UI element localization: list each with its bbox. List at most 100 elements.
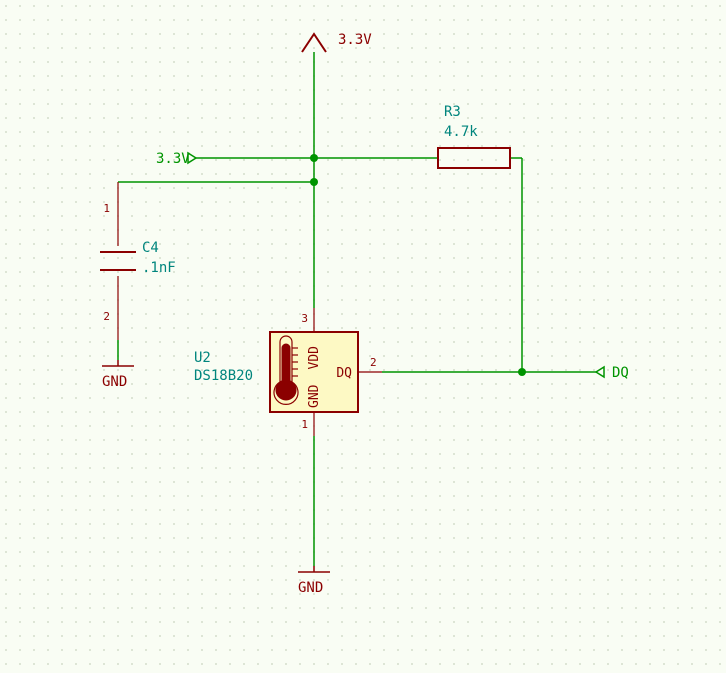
grid-dot <box>383 607 385 609</box>
grid-dot <box>467 299 469 301</box>
grid-dot <box>215 75 217 77</box>
grid-dot <box>187 201 189 203</box>
grid-dot <box>61 103 63 105</box>
grid-dot <box>593 509 595 511</box>
grid-dot <box>243 467 245 469</box>
grid-dot <box>187 229 189 231</box>
grid-dot <box>593 635 595 637</box>
grid-dot <box>425 439 427 441</box>
grid-dot <box>537 481 539 483</box>
grid-dot <box>75 635 77 637</box>
grid-dot <box>565 201 567 203</box>
grid-dot <box>691 607 693 609</box>
grid-dot <box>439 243 441 245</box>
grid-dot <box>691 537 693 539</box>
grid-dot <box>19 243 21 245</box>
grid-dot <box>271 61 273 63</box>
grid-dot <box>453 621 455 623</box>
grid-dot <box>271 537 273 539</box>
grid-dot <box>187 117 189 119</box>
grid-dot <box>257 355 259 357</box>
grid-dot <box>173 75 175 77</box>
grid-dot <box>75 271 77 273</box>
grid-dot <box>509 103 511 105</box>
grid-dot <box>649 411 651 413</box>
grid-dot <box>257 579 259 581</box>
grid-dot <box>663 89 665 91</box>
grid-dot <box>75 509 77 511</box>
grid-dot <box>19 131 21 133</box>
grid-dot <box>271 327 273 329</box>
grid-dot <box>439 117 441 119</box>
grid-dot <box>285 215 287 217</box>
grid-dot <box>691 159 693 161</box>
grid-dot <box>565 145 567 147</box>
grid-dot <box>131 649 133 651</box>
grid-dot <box>481 201 483 203</box>
grid-dot <box>593 495 595 497</box>
grid-dot <box>495 453 497 455</box>
grid-dot <box>607 117 609 119</box>
grid-dot <box>117 369 119 371</box>
grid-dot <box>5 187 7 189</box>
grid-dot <box>663 593 665 595</box>
grid-dot <box>383 341 385 343</box>
grid-dot <box>271 215 273 217</box>
grid-dot <box>523 397 525 399</box>
grid-dot <box>131 257 133 259</box>
grid-dot <box>103 285 105 287</box>
grid-dot <box>47 411 49 413</box>
grid-dot <box>579 537 581 539</box>
grid-dot <box>327 551 329 553</box>
grid-dot <box>607 187 609 189</box>
grid-dot <box>327 103 329 105</box>
grid-dot <box>271 271 273 273</box>
grid-dot <box>201 33 203 35</box>
grid-dot <box>663 425 665 427</box>
grid-dot <box>61 663 63 665</box>
grid-dot <box>271 159 273 161</box>
grid-dot <box>677 355 679 357</box>
grid-dot <box>341 5 343 7</box>
grid-dot <box>551 5 553 7</box>
capacitor-ref: C4 <box>142 240 159 256</box>
grid-dot <box>593 103 595 105</box>
grid-dot <box>579 5 581 7</box>
grid-dot <box>425 173 427 175</box>
grid-dot <box>145 383 147 385</box>
grid-dot <box>313 19 315 21</box>
grid-dot <box>453 33 455 35</box>
grid-dot <box>61 159 63 161</box>
grid-dot <box>257 607 259 609</box>
grid-dot <box>369 565 371 567</box>
grid-dot <box>271 243 273 245</box>
grid-dot <box>551 145 553 147</box>
grid-dot <box>719 229 721 231</box>
grid-dot <box>327 187 329 189</box>
grid-dot <box>649 341 651 343</box>
grid-dot <box>341 523 343 525</box>
grid-dot <box>257 89 259 91</box>
grid-dot <box>691 215 693 217</box>
grid-dot <box>47 271 49 273</box>
grid-dot <box>495 89 497 91</box>
grid-dot <box>89 425 91 427</box>
grid-dot <box>257 187 259 189</box>
grid-dot <box>131 61 133 63</box>
grid-dot <box>537 579 539 581</box>
grid-dot <box>61 355 63 357</box>
grid-dot <box>341 257 343 259</box>
grid-dot <box>691 285 693 287</box>
grid-dot <box>341 495 343 497</box>
grid-dot <box>677 159 679 161</box>
grid-dot <box>47 5 49 7</box>
grid-dot <box>369 341 371 343</box>
grid-dot <box>663 215 665 217</box>
grid-dot <box>649 187 651 189</box>
grid-dot <box>523 299 525 301</box>
grid-dot <box>439 89 441 91</box>
grid-dot <box>201 537 203 539</box>
grid-dot <box>495 285 497 287</box>
grid-dot <box>467 355 469 357</box>
grid-dot <box>229 593 231 595</box>
